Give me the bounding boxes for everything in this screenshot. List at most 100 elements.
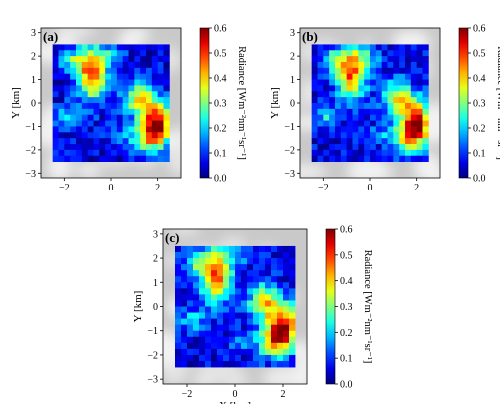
heatmap-cell xyxy=(163,67,170,75)
heatmap-cell xyxy=(265,282,272,289)
heatmap-cell xyxy=(271,360,278,368)
heatmap-cell xyxy=(247,312,254,319)
heatmap-cell xyxy=(381,67,388,75)
heatmap-cell xyxy=(329,67,336,75)
heatmap-cell xyxy=(241,342,248,350)
heatmap-cell xyxy=(253,294,260,301)
heatmap-cell xyxy=(277,354,284,362)
heatmap-cell xyxy=(340,132,348,139)
heatmap-cell xyxy=(416,126,423,133)
heatmap-cell xyxy=(187,270,194,277)
heatmap-cell xyxy=(151,73,159,80)
heatmap-cell xyxy=(410,155,418,162)
heatmap-cell xyxy=(277,276,284,283)
heatmap-cell xyxy=(134,85,141,92)
heatmap-cell xyxy=(265,306,272,313)
heatmap-cell xyxy=(259,312,266,319)
heatmap-cell xyxy=(175,318,182,326)
heatmap-cell xyxy=(289,360,296,368)
radiance-field xyxy=(311,44,429,162)
heatmap-cell xyxy=(277,252,284,259)
heatmap-cell xyxy=(140,91,147,98)
heatmap-cell xyxy=(335,61,342,69)
heatmap-cell xyxy=(283,288,290,295)
heatmap-cell xyxy=(163,73,170,80)
heatmap-cell xyxy=(393,67,400,75)
heatmap-cell xyxy=(323,126,330,133)
heatmap-cell xyxy=(70,91,77,98)
heatmap-cell xyxy=(134,61,141,69)
heatmap-cell xyxy=(111,103,118,110)
colorbar-label: Radiance [Wm⁻²nm⁻¹sr⁻¹] xyxy=(495,46,500,160)
colorbar xyxy=(199,27,210,179)
heatmap-cell xyxy=(289,324,296,332)
heatmap-cell xyxy=(181,312,188,319)
heatmap-cell xyxy=(393,132,400,139)
heatmap-cell xyxy=(99,61,106,69)
heatmap-cell xyxy=(422,73,429,80)
heatmap-cell xyxy=(311,108,318,116)
heatmap-cell xyxy=(175,306,182,313)
heatmap-cell xyxy=(146,91,153,98)
heatmap-cell xyxy=(358,85,365,92)
heatmap-cell xyxy=(259,360,266,368)
cloud-blob xyxy=(223,369,249,384)
heatmap-cell xyxy=(405,132,412,139)
heatmap-cell xyxy=(146,155,153,162)
colorbar-label: Radiance [Wm⁻²nm⁻¹sr⁻¹] xyxy=(236,46,247,160)
heatmap-cell xyxy=(289,288,296,295)
heatmap-cell xyxy=(329,85,336,92)
heatmap-cell xyxy=(323,79,330,86)
heatmap-cell xyxy=(217,245,224,253)
heatmap-cell xyxy=(181,318,188,326)
heatmap-cell xyxy=(128,50,135,57)
heatmap-cell xyxy=(329,120,336,127)
heatmap-cell xyxy=(358,103,365,110)
heatmap-cell xyxy=(181,330,188,338)
heatmap-cell xyxy=(181,258,188,265)
heatmap-cell xyxy=(393,91,400,98)
heatmap-cell xyxy=(199,324,206,332)
heatmap-cell xyxy=(399,138,406,145)
heatmap-cell xyxy=(253,354,260,362)
heatmap-cell xyxy=(387,56,394,63)
heatmap-cell xyxy=(358,73,365,80)
heatmap-cell xyxy=(163,56,170,63)
heatmap-cell xyxy=(247,294,254,301)
heatmap-cell xyxy=(422,97,429,104)
heatmap-cell xyxy=(229,252,236,259)
heatmap-cell xyxy=(58,50,65,57)
heatmap-cell xyxy=(116,67,124,75)
heatmap-cell xyxy=(140,144,147,151)
y-tick-label: 0 xyxy=(153,302,158,313)
heatmap-cell xyxy=(70,73,77,80)
heatmap-cell xyxy=(410,61,418,69)
heatmap-cell xyxy=(111,67,118,75)
heatmap-cell xyxy=(116,132,124,139)
heatmap-cell xyxy=(199,318,206,326)
heatmap-cell xyxy=(93,120,100,127)
heatmap-cell xyxy=(375,73,383,80)
heatmap-cell xyxy=(259,294,266,301)
heatmap-cell xyxy=(58,103,65,110)
heatmap-cell xyxy=(223,245,230,253)
heatmap-cell xyxy=(323,91,330,98)
heatmap-cell xyxy=(70,67,77,75)
heatmap-cell xyxy=(223,276,230,283)
heatmap-cell xyxy=(70,85,77,92)
colorbar-tick-label: 0.3 xyxy=(473,99,486,110)
heatmap-cell xyxy=(329,79,336,86)
heatmap-cell xyxy=(205,276,212,283)
heatmap-cell xyxy=(317,67,324,75)
heatmap-cell xyxy=(375,103,383,110)
heatmap-cell xyxy=(416,50,423,57)
heatmap-cell xyxy=(116,44,124,51)
heatmap-cell xyxy=(175,264,182,271)
heatmap-cell xyxy=(223,324,230,332)
heatmap-cell xyxy=(265,312,272,319)
heatmap-cell xyxy=(205,312,212,319)
heatmap-cell xyxy=(271,264,278,271)
heatmap-cell xyxy=(283,245,290,253)
heatmap-cell xyxy=(211,252,218,259)
heatmap-cell xyxy=(323,61,330,69)
